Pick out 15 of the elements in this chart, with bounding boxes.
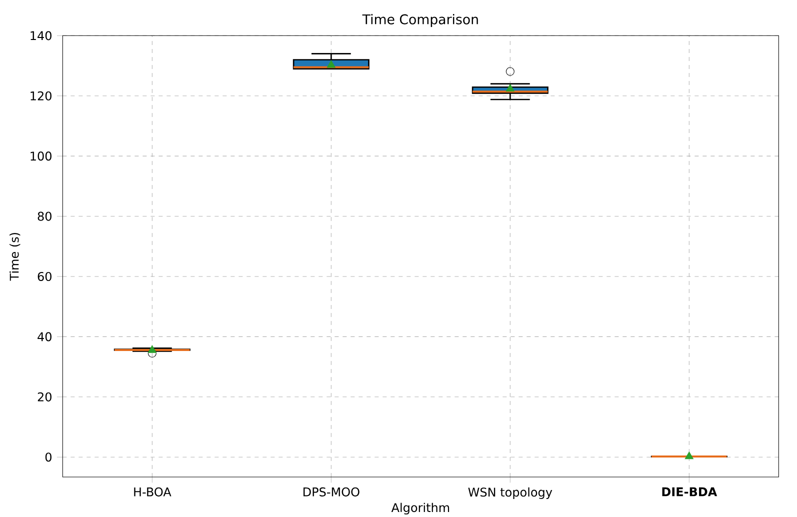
x-axis-title: Algorithm xyxy=(391,502,450,514)
y-axis-title: Time (s) xyxy=(10,232,20,281)
y-tick-label: 80 xyxy=(38,212,52,221)
x-tick-label: DPS-MOO xyxy=(304,487,360,496)
x-tick-label: DIE-BDA xyxy=(662,487,718,496)
y-tick-label: 120 xyxy=(30,91,52,100)
y-tick-label: 20 xyxy=(38,392,52,402)
y-tick-label: 140 xyxy=(30,31,52,40)
y-tick-label: 60 xyxy=(38,272,52,282)
y-tick-label: 40 xyxy=(38,332,52,342)
x-tick-label: WSN topology xyxy=(468,487,552,499)
y-tick-label: 100 xyxy=(30,152,52,161)
y-tick-label: 0 xyxy=(45,452,52,462)
x-tick-label: H-BOA xyxy=(134,487,172,496)
chart-title: Time Comparison xyxy=(362,14,478,27)
